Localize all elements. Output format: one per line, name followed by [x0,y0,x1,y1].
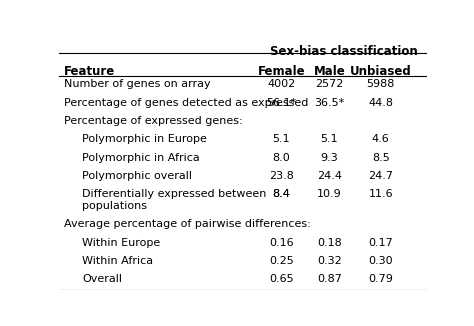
Text: Number of genes on array: Number of genes on array [64,79,210,89]
Text: 36.5*: 36.5* [314,97,345,108]
Text: Polymorphic in Europe: Polymorphic in Europe [82,134,207,144]
Text: 0.18: 0.18 [317,238,342,248]
Text: 10.9: 10.9 [317,189,342,199]
Text: 9.3: 9.3 [320,153,338,163]
Text: 0.30: 0.30 [368,256,393,266]
Text: Sex-bias classification: Sex-bias classification [270,45,418,58]
Text: Feature: Feature [64,66,115,79]
Text: Unbiased: Unbiased [350,66,411,79]
Text: Male: Male [313,66,345,79]
Text: 5988: 5988 [366,79,395,89]
Text: Within Europe: Within Europe [82,238,160,248]
Text: 8.4: 8.4 [273,189,291,199]
Text: 8.4: 8.4 [273,189,291,199]
Text: 4002: 4002 [267,79,296,89]
Text: Within Africa: Within Africa [82,256,153,266]
Text: 24.4: 24.4 [317,171,342,181]
Text: 0.32: 0.32 [317,256,342,266]
Text: Average percentage of pairwise differences:: Average percentage of pairwise differenc… [64,219,310,230]
Text: Female: Female [258,66,305,79]
Text: 2572: 2572 [315,79,344,89]
Text: 0.16: 0.16 [269,238,294,248]
Text: 8.0: 8.0 [273,153,291,163]
Text: 0.25: 0.25 [269,256,294,266]
Text: Overall: Overall [82,274,122,284]
Text: 0.79: 0.79 [368,274,393,284]
Text: 5.1: 5.1 [273,134,290,144]
Text: 5.1: 5.1 [320,134,338,144]
Text: 8.5: 8.5 [372,153,390,163]
Text: 44.8: 44.8 [368,97,393,108]
Text: Polymorphic overall: Polymorphic overall [82,171,192,181]
Text: Percentage of expressed genes:: Percentage of expressed genes: [64,116,242,126]
Text: 24.7: 24.7 [368,171,393,181]
Text: 0.65: 0.65 [269,274,294,284]
Text: 56.1*: 56.1* [266,97,297,108]
Text: 23.8: 23.8 [269,171,294,181]
Text: 0.87: 0.87 [317,274,342,284]
Text: Percentage of genes detected as expressed: Percentage of genes detected as expresse… [64,97,308,108]
Text: 4.6: 4.6 [372,134,390,144]
Text: 11.6: 11.6 [368,189,393,199]
Text: Polymorphic in Africa: Polymorphic in Africa [82,153,200,163]
Text: Differentially expressed between
populations: Differentially expressed between populat… [82,189,266,211]
Text: 0.17: 0.17 [368,238,393,248]
